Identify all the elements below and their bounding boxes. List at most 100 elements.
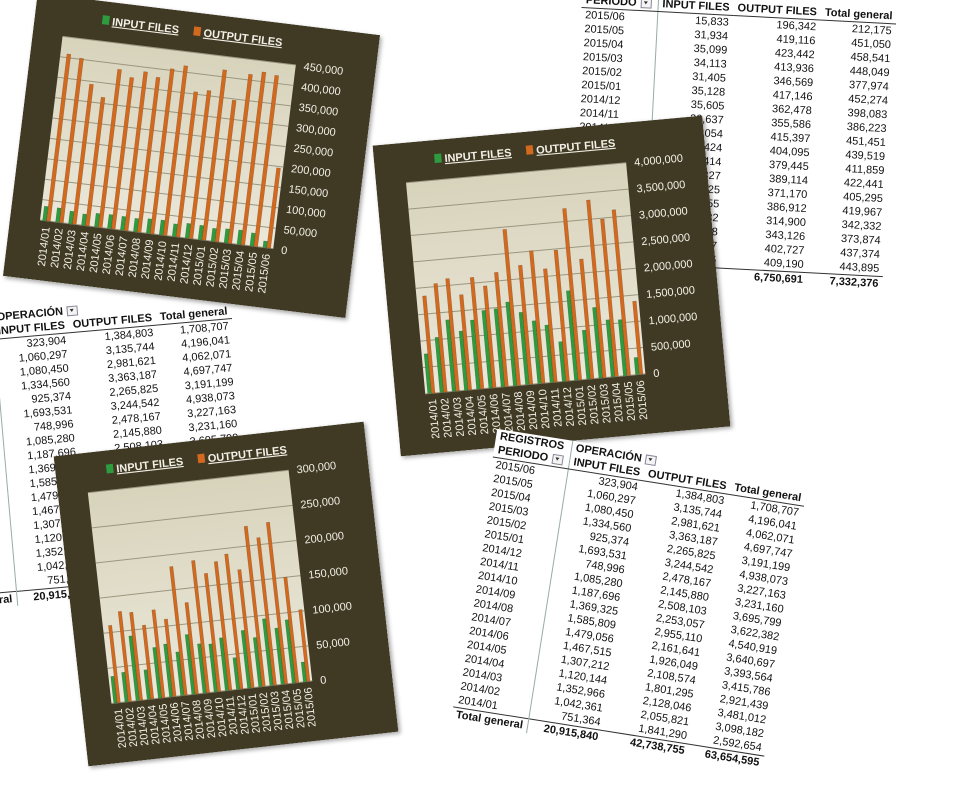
x-tick-label: 2014/01 xyxy=(113,708,129,749)
bar xyxy=(129,611,143,701)
x-tick-label: 2015/06 xyxy=(302,687,318,728)
x-tick-label: 2014/06 xyxy=(488,393,504,434)
y-tick-label: 200,000 xyxy=(304,530,345,546)
x-tick-label: 2015/04 xyxy=(280,689,296,730)
bar xyxy=(72,83,94,225)
y-tick-label: 50,000 xyxy=(283,224,318,240)
bar xyxy=(579,258,595,380)
dropdown-button xyxy=(66,305,79,317)
y-tick-label: 300,000 xyxy=(296,460,337,476)
x-tick-label: 2015/05 xyxy=(243,252,260,293)
x-tick-label: 2014/07 xyxy=(180,700,196,741)
bar xyxy=(163,618,177,697)
dropdown-button xyxy=(551,453,564,466)
bar xyxy=(227,73,253,244)
bar xyxy=(151,609,166,699)
bar xyxy=(149,68,175,235)
chart-small: 0 50,000 100,000 150,000 200,000 250,000 300,0… xyxy=(53,421,399,767)
grid-line xyxy=(425,373,646,395)
x-tick-label: 2015/02 xyxy=(586,384,602,425)
legend-swatch xyxy=(525,145,534,155)
grid-line xyxy=(99,575,301,599)
grid-line xyxy=(103,610,305,634)
y-tick-label: 350,000 xyxy=(298,102,339,119)
x-tick-label: 2014/09 xyxy=(140,239,157,280)
bar xyxy=(518,264,534,385)
x-tick-label: 2014/08 xyxy=(191,699,207,740)
x-tick-label: 2015/05 xyxy=(623,381,639,422)
chart-svg: 0 50,000 100,000 150,000 200,000 250,000 300,0… xyxy=(2,0,381,318)
y-tick-label: 450,000 xyxy=(303,61,344,78)
grid-line xyxy=(49,137,284,168)
grid-line xyxy=(52,117,286,148)
bar xyxy=(117,611,132,702)
y-tick-label: 0 xyxy=(653,368,660,381)
bar xyxy=(433,283,448,393)
x-tick-label: 2014/06 xyxy=(101,234,118,275)
x-tick-label: 2014/12 xyxy=(561,386,577,427)
x-tick-label: 2015/03 xyxy=(269,690,285,731)
bar xyxy=(110,77,135,230)
x-tick-label: 2014/01 xyxy=(36,226,53,267)
x-tick-label: 2014/10 xyxy=(153,240,170,281)
bar xyxy=(107,214,114,230)
legend-swatch xyxy=(193,26,202,37)
bar xyxy=(266,167,281,249)
bar xyxy=(203,572,222,692)
chart-svg: 0 50,000 100,000 150,000 200,000 250,000 300,0… xyxy=(53,421,399,767)
x-tick-label: 2015/04 xyxy=(610,382,626,423)
x-tick-label: 2014/12 xyxy=(178,244,195,285)
x-tick-label: 2014/02 xyxy=(124,707,140,748)
grid-line xyxy=(111,680,313,704)
x-tick-label: 2015/02 xyxy=(258,692,274,733)
bar xyxy=(600,218,619,377)
bar xyxy=(128,635,140,701)
bar xyxy=(191,560,210,694)
bar xyxy=(553,249,570,382)
bar xyxy=(108,624,121,704)
x-tick-label: 2014/03 xyxy=(135,706,151,747)
x-tick-label: 2014/08 xyxy=(513,391,529,432)
grid-line xyxy=(410,215,631,237)
x-tick-label: 2015/03 xyxy=(598,383,614,424)
bar xyxy=(136,76,161,233)
bar xyxy=(201,69,228,241)
bar xyxy=(120,216,127,231)
chart-archivos: 0 50,000 100,000 150,000 200,000 250,000 300,0… xyxy=(2,0,381,318)
bar xyxy=(169,566,188,696)
bar xyxy=(632,300,644,375)
grid-line xyxy=(42,199,276,229)
y-tick-label: 150,000 xyxy=(308,565,349,581)
bar xyxy=(243,525,266,687)
grid-line xyxy=(408,188,629,210)
y-tick-label: 100,000 xyxy=(312,600,353,616)
x-tick-label: 2014/11 xyxy=(166,242,183,282)
bar xyxy=(469,276,485,390)
x-tick-label: 2014/07 xyxy=(500,392,516,433)
bar xyxy=(141,624,155,700)
bar xyxy=(283,576,300,684)
bar xyxy=(162,65,189,236)
y-tick-label: 300,000 xyxy=(295,122,336,139)
x-tick-label: 2015/01 xyxy=(191,245,208,286)
bar xyxy=(256,537,277,686)
pivot-table-registros: REGISTROS OPERACIÓN PERIODO INPUT FILES OUTP… xyxy=(450,428,839,776)
bar xyxy=(459,294,472,391)
grid-line xyxy=(57,76,291,107)
y-tick-label: 1,500,000 xyxy=(646,285,696,301)
bar xyxy=(586,199,607,379)
y-tick-label: 0 xyxy=(320,674,327,687)
x-tick-label: 2014/03 xyxy=(62,229,79,270)
y-tick-label: 100,000 xyxy=(285,204,326,221)
bar xyxy=(529,250,546,384)
bar xyxy=(445,278,460,392)
bar xyxy=(543,268,558,383)
bar xyxy=(298,609,311,682)
bar xyxy=(188,90,212,240)
x-tick-label: 2014/11 xyxy=(224,695,240,735)
x-tick-label: 2014/09 xyxy=(202,698,218,739)
x-tick-label: 2015/05 xyxy=(291,688,307,729)
grid-line xyxy=(420,320,641,342)
